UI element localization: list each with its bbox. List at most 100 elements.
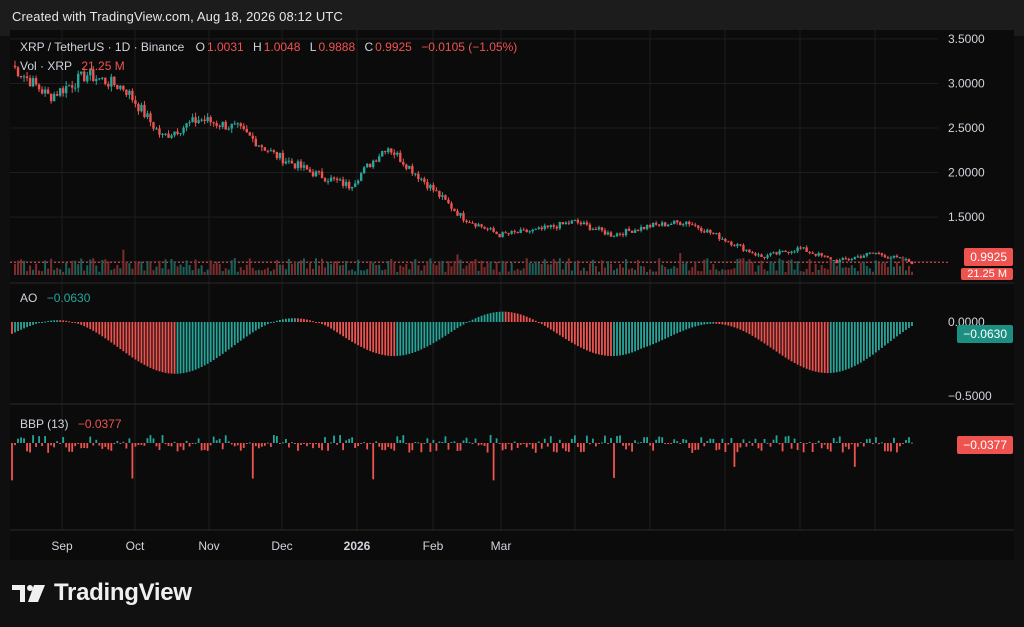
- volume-bar: [652, 271, 655, 275]
- bbp-bar: [887, 443, 889, 452]
- candle-body: [34, 78, 38, 85]
- bbp-label[interactable]: BBP (13): [20, 417, 69, 431]
- bbp-bar: [555, 443, 558, 453]
- volume-bar: [390, 258, 393, 275]
- volume-bar: [489, 261, 492, 275]
- ao-bar: [868, 322, 871, 357]
- candle-body: [203, 119, 206, 122]
- tradingview-logo[interactable]: TradingView: [12, 579, 192, 607]
- candle-body: [98, 78, 101, 80]
- bbp-bar: [59, 443, 62, 444]
- ao-bar: [285, 318, 287, 322]
- volume-bar: [92, 258, 95, 275]
- bbp-bar: [595, 443, 597, 447]
- volume-bar: [74, 260, 77, 275]
- volume-bar: [531, 263, 534, 275]
- bbp-bar: [339, 435, 341, 443]
- ao-bar: [504, 311, 507, 322]
- ao-bar: [56, 320, 59, 322]
- ao-value: −0.0630: [46, 291, 91, 305]
- ao-bar: [23, 322, 25, 329]
- candle-body: [510, 231, 513, 234]
- ao-bar: [808, 322, 811, 370]
- volume-bar: [83, 270, 86, 275]
- volume-bar: [892, 266, 895, 275]
- bbp-bar: [643, 437, 645, 443]
- bbp-bar: [306, 443, 308, 447]
- bbp-bar: [447, 443, 450, 450]
- ao-bar: [814, 322, 817, 372]
- bbp-bar: [333, 435, 335, 443]
- candle-body: [381, 151, 384, 157]
- volume-bar: [242, 269, 245, 275]
- ao-tick-label: −0.5000: [948, 389, 992, 403]
- bbp-bar: [98, 443, 101, 446]
- candle-body: [847, 259, 850, 261]
- volume-bar: [847, 267, 850, 275]
- volume-bar: [600, 260, 603, 275]
- volume-bar: [859, 262, 862, 275]
- bbp-bar: [191, 443, 194, 444]
- volume-bar: [667, 269, 670, 275]
- volume-bar: [110, 269, 113, 275]
- chart-frame[interactable]: 3.5000 3.0000 2.5000 2.0000 1.5000 0.0000 −0.5…: [10, 30, 1014, 560]
- ao-bar: [251, 322, 254, 333]
- candle-body: [236, 123, 239, 125]
- ao-bar: [131, 322, 134, 358]
- chart-canvas[interactable]: 3.50003.00002.50002.00001.50000.0000−0.5…: [10, 30, 1014, 560]
- bbp-bar: [405, 443, 408, 444]
- time-tick-label: Nov: [198, 539, 219, 553]
- ao-label[interactable]: AO: [20, 291, 38, 305]
- candle-body: [585, 222, 589, 225]
- candle-body: [709, 229, 712, 233]
- volume-label[interactable]: Vol · XRP: [20, 59, 73, 73]
- bbp-bar: [573, 435, 576, 443]
- candle-body: [224, 121, 227, 130]
- volume-bar: [161, 268, 164, 275]
- ao-bar: [336, 322, 338, 333]
- candle-body: [194, 117, 197, 123]
- ao-bar: [155, 322, 158, 371]
- ao-bar: [685, 322, 688, 330]
- candle-body: [107, 84, 110, 87]
- volume-bar: [802, 271, 805, 275]
- ao-bar: [528, 317, 531, 322]
- volume-bar: [874, 260, 877, 275]
- bbp-bar: [224, 435, 227, 443]
- ao-bar: [847, 322, 850, 369]
- ao-bar: [682, 322, 685, 331]
- volume-bar: [29, 265, 32, 275]
- bbp-bar: [77, 443, 80, 444]
- volume-bar: [182, 266, 185, 275]
- candle-body: [435, 190, 438, 192]
- bbp-bar: [360, 443, 363, 444]
- ao-bar: [673, 322, 676, 335]
- candle-body: [293, 163, 297, 169]
- volume-bar: [594, 266, 597, 275]
- volume-bar: [224, 268, 227, 275]
- volume-bar: [703, 259, 706, 275]
- candle-body: [95, 78, 98, 82]
- volume-bar: [901, 257, 904, 275]
- open-label: O: [195, 40, 205, 54]
- ao-bar: [333, 322, 335, 331]
- bbp-bar: [426, 438, 429, 443]
- ao-bar: [823, 322, 826, 373]
- ao-bar: [507, 311, 510, 322]
- ao-bar: [354, 322, 357, 344]
- ao-bar: [745, 322, 748, 333]
- ao-bar: [32, 322, 34, 325]
- bbp-bar: [309, 443, 311, 444]
- volume-bar: [155, 266, 158, 275]
- ao-bar: [607, 322, 609, 356]
- symbol-label[interactable]: XRP / TetherUS · 1D · Binance: [20, 40, 185, 54]
- volume-bar: [299, 260, 302, 275]
- candle-body: [143, 104, 146, 118]
- volume-bar: [302, 258, 305, 275]
- high-value: 1.0048: [263, 40, 301, 54]
- bbp-bar: [101, 443, 104, 449]
- volume-bar: [868, 268, 871, 275]
- bbp-bar: [712, 438, 715, 443]
- ao-bar: [865, 322, 868, 359]
- bbp-bar: [610, 437, 612, 443]
